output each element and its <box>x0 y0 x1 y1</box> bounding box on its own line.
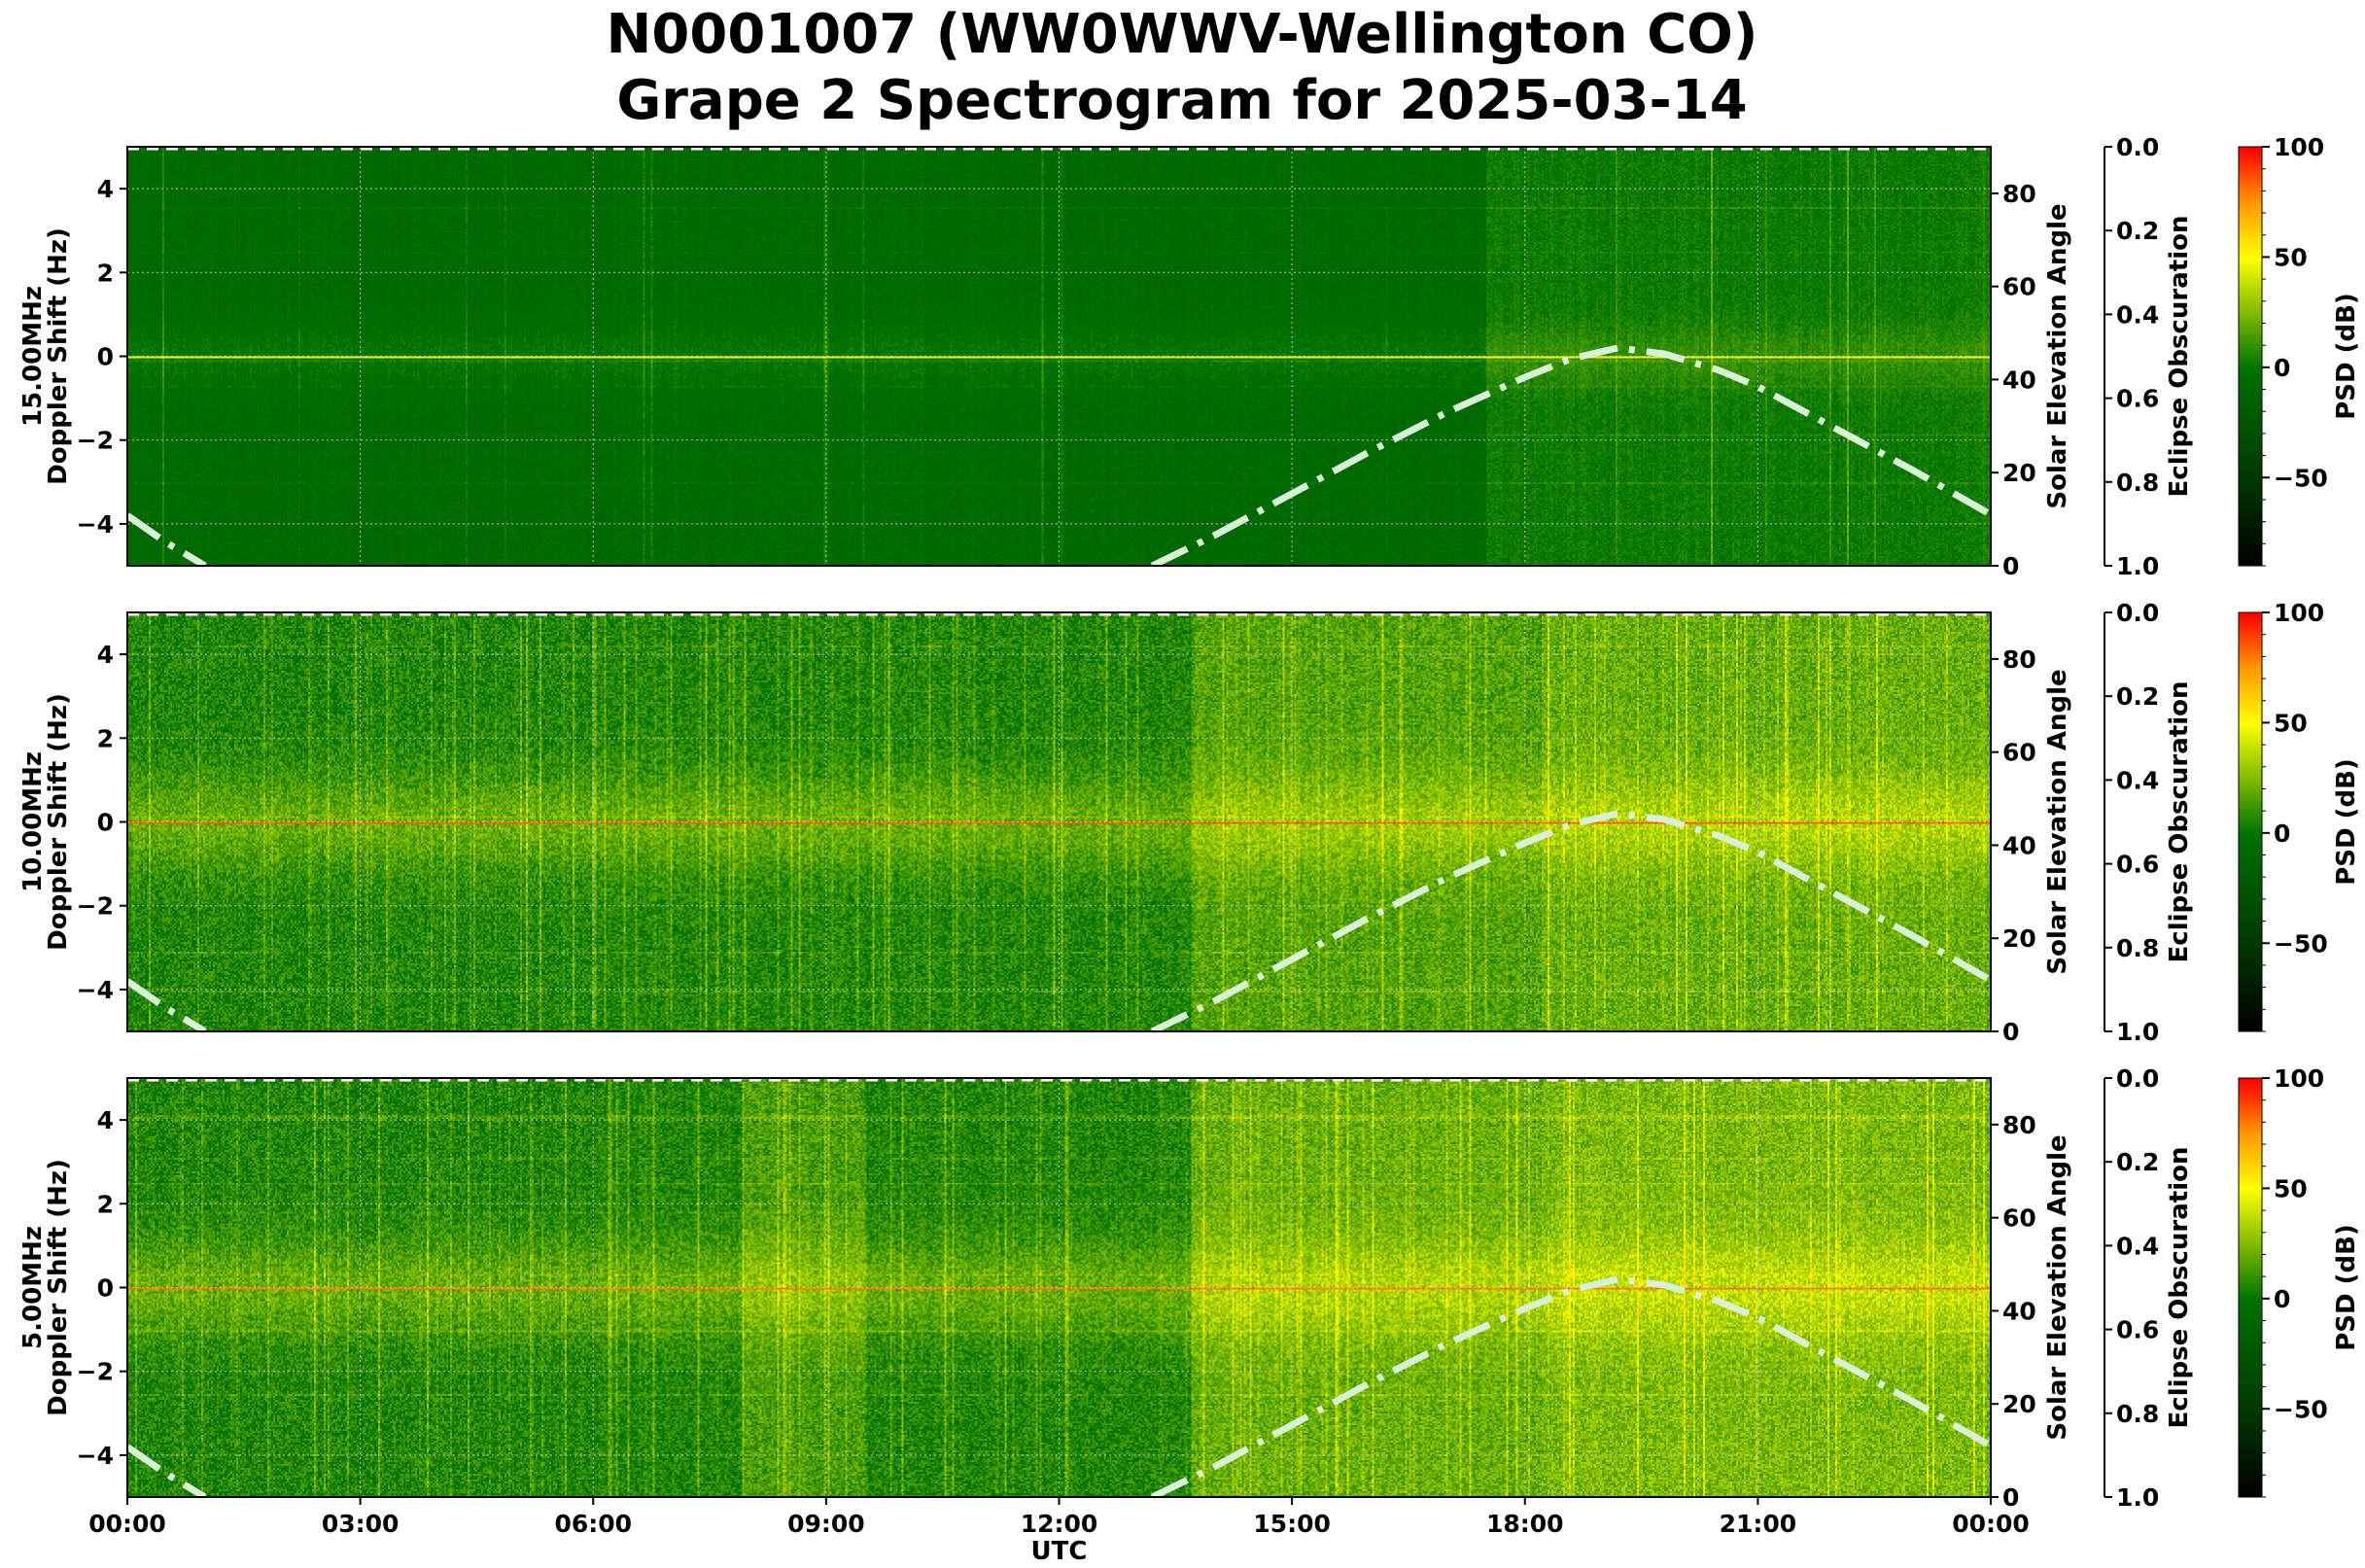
eclipse-axis-label: Eclipse Obscuration <box>2165 1147 2194 1429</box>
colorbar-label: PSD (dB) <box>2332 1224 2361 1351</box>
x-axis-label: UTC <box>1031 1537 1088 1566</box>
eclipse-tick-label: 0.2 <box>2116 1148 2159 1176</box>
y-axis-label: Doppler Shift (Hz) <box>44 693 73 951</box>
y-tick-label: 4 <box>97 175 114 203</box>
elevation-tick-label: 60 <box>2002 739 2036 767</box>
panel-frequency-label: 5.00MHz <box>18 1226 48 1349</box>
x-tick-label: 03:00 <box>322 1510 400 1538</box>
elevation-tick-label: 40 <box>2002 831 2036 859</box>
y-tick-label: 2 <box>97 724 114 752</box>
colorbar-5mhz <box>2239 1078 2262 1497</box>
colorbar-tick-label: −50 <box>2274 1395 2328 1423</box>
eclipse-tick-label: 0.8 <box>2116 1400 2159 1428</box>
eclipse-tick-label: 0.0 <box>2116 133 2159 161</box>
eclipse-tick-label: 0.6 <box>2116 851 2159 879</box>
y-tick-label: 0 <box>97 343 114 371</box>
chart-subtitle: Grape 2 Spectrogram for 2025-03-14 <box>616 69 1747 132</box>
x-tick-label: 18:00 <box>1486 1510 1564 1538</box>
colorbar-frame <box>2238 611 2263 1032</box>
elevation-axis-label: Solar Elevation Angle <box>2043 669 2072 974</box>
colorbar-tick-label: −50 <box>2274 464 2328 492</box>
elevation-tick-label: 60 <box>2002 1204 2036 1233</box>
colorbar-tick-label: 50 <box>2274 1174 2308 1202</box>
y-tick-label: −4 <box>77 976 114 1004</box>
colorbar-tick-label: 50 <box>2274 709 2308 737</box>
x-tick-label: 00:00 <box>88 1510 166 1538</box>
y-axis-label: Doppler Shift (Hz) <box>44 1159 73 1416</box>
y-tick-label: 4 <box>97 641 114 669</box>
colorbar-tick-label: −50 <box>2274 929 2328 958</box>
y-tick-label: −4 <box>77 510 114 539</box>
y-tick-label: 4 <box>97 1106 114 1134</box>
eclipse-tick-label: 0.6 <box>2116 1316 2159 1344</box>
elevation-tick-label: 80 <box>2002 645 2036 674</box>
elevation-tick-label: 0 <box>2002 1018 2019 1046</box>
x-tick-label: 00:00 <box>1952 1510 2030 1538</box>
eclipse-tick-label: 0.0 <box>2116 599 2159 627</box>
eclipse-tick-label: 1.0 <box>2116 1483 2159 1512</box>
eclipse-tick-label: 0.8 <box>2116 469 2159 497</box>
solar-elevation-curve <box>125 810 1993 1035</box>
elevation-tick-label: 80 <box>2002 180 2036 208</box>
colorbar-frame <box>2238 1077 2263 1498</box>
colorbar-label: PSD (dB) <box>2332 758 2361 886</box>
x-tick-label: 15:00 <box>1253 1510 1331 1538</box>
eclipse-axis-label: Eclipse Obscuration <box>2165 216 2194 498</box>
colorbar-tick-label: 0 <box>2274 819 2290 848</box>
x-tick-label: 21:00 <box>1720 1510 1797 1538</box>
eclipse-axis-label: Eclipse Obscuration <box>2165 681 2194 963</box>
elevation-axis-label: Solar Elevation Angle <box>2043 203 2072 508</box>
colorbar-label: PSD (dB) <box>2332 293 2361 420</box>
colorbar-tick-label: 0 <box>2274 1285 2290 1313</box>
eclipse-tick-label: 0.2 <box>2116 217 2159 245</box>
y-axis-label: Doppler Shift (Hz) <box>44 227 73 485</box>
eclipse-tick-label: 0.4 <box>2116 300 2159 329</box>
elevation-tick-label: 0 <box>2002 1483 2019 1512</box>
eclipse-tick-label: 1.0 <box>2116 552 2159 580</box>
elevation-axis-label: Solar Elevation Angle <box>2043 1134 2072 1440</box>
colorbar-tick-label: 100 <box>2274 1064 2324 1093</box>
y-tick-label: −2 <box>77 892 114 921</box>
y-tick-label: −2 <box>77 1358 114 1386</box>
elevation-tick-label: 60 <box>2002 273 2036 301</box>
y-tick-label: 2 <box>97 259 114 287</box>
y-tick-label: 0 <box>97 1274 114 1303</box>
colorbar-tick-label: 0 <box>2274 354 2290 382</box>
elevation-tick-label: 20 <box>2002 1390 2036 1418</box>
y-tick-label: 2 <box>97 1190 114 1218</box>
eclipse-tick-label: 0.2 <box>2116 682 2159 711</box>
chart-title: N0001007 (WW0WWV-Wellington CO) <box>607 3 1758 66</box>
solar-elevation-curve <box>125 344 1993 570</box>
elevation-tick-label: 0 <box>2002 552 2019 580</box>
panel-frequency-label: 10.00MHz <box>18 751 48 892</box>
elevation-tick-label: 40 <box>2002 366 2036 394</box>
elevation-tick-label: 40 <box>2002 1297 2036 1325</box>
solar-elevation-curve <box>125 1275 1993 1501</box>
colorbar-10mhz <box>2239 612 2262 1031</box>
elevation-tick-label: 80 <box>2002 1111 2036 1139</box>
x-tick-label: 06:00 <box>554 1510 632 1538</box>
elevation-tick-label: 20 <box>2002 459 2036 487</box>
eclipse-tick-label: 0.8 <box>2116 934 2159 962</box>
y-tick-label: −2 <box>77 427 114 455</box>
colorbar-15mhz <box>2239 147 2262 566</box>
y-tick-label: −4 <box>77 1442 114 1470</box>
colorbar-frame <box>2238 146 2263 567</box>
colorbar-tick-label: 100 <box>2274 133 2324 161</box>
x-tick-label: 09:00 <box>787 1510 865 1538</box>
eclipse-tick-label: 0.4 <box>2116 766 2159 794</box>
eclipse-tick-label: 1.0 <box>2116 1018 2159 1046</box>
eclipse-tick-label: 0.4 <box>2116 1232 2159 1260</box>
eclipse-tick-label: 0.6 <box>2116 385 2159 413</box>
elevation-tick-label: 20 <box>2002 924 2036 953</box>
y-tick-label: 0 <box>97 809 114 837</box>
panel-frequency-label: 15.00MHz <box>18 286 48 427</box>
colorbar-tick-label: 100 <box>2274 599 2324 627</box>
x-tick-label: 12:00 <box>1021 1510 1098 1538</box>
eclipse-tick-label: 0.0 <box>2116 1064 2159 1093</box>
colorbar-tick-label: 50 <box>2274 243 2308 271</box>
